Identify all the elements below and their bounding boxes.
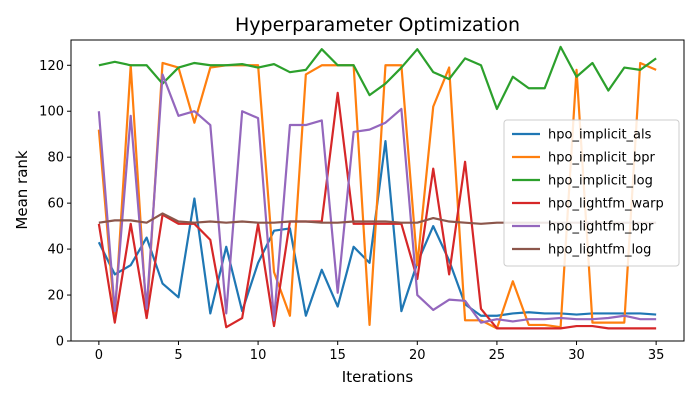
series-line-hpo_implicit_bpr bbox=[97, 61, 657, 330]
y-tick-label: 40 bbox=[47, 243, 64, 258]
legend-label-hpo_lightfm_bpr: hpo_lightfm_bpr bbox=[548, 220, 654, 235]
legend-label-hpo_lightfm_warp: hpo_lightfm_warp bbox=[548, 197, 664, 212]
legend: hpo_implicit_als hpo_implicit_bpr hpo_impl… bbox=[503, 119, 680, 267]
x-tick-label: 5 bbox=[174, 348, 182, 363]
legend-label-hpo_implicit_bpr: hpo_implicit_bpr bbox=[548, 151, 656, 166]
x-tick-label: 25 bbox=[489, 348, 506, 363]
x-axis: 0 5 10 15 20 25 30 35 bbox=[95, 341, 665, 363]
chart-title: Hyperparameter Optimization bbox=[235, 14, 520, 36]
x-tick-label: 30 bbox=[568, 348, 585, 363]
legend-label-hpo_implicit_log: hpo_implicit_log bbox=[548, 174, 653, 189]
series-line-hpo_lightfm_bpr bbox=[97, 73, 657, 324]
x-tick-label: 15 bbox=[329, 348, 346, 363]
series-line-hpo_implicit_log bbox=[98, 45, 657, 111]
y-tick-label: 120 bbox=[39, 59, 64, 74]
series-line-hpo_lightfm_warp bbox=[97, 91, 657, 330]
x-tick-label: 20 bbox=[409, 348, 426, 363]
legend-box bbox=[503, 119, 680, 267]
legend-label-hpo_lightfm_log: hpo_lightfm_log bbox=[548, 243, 651, 258]
y-axis-label: Mean rank bbox=[13, 150, 31, 230]
y-tick-label: 100 bbox=[39, 105, 64, 120]
x-tick-label: 0 bbox=[95, 348, 103, 363]
x-tick-label: 10 bbox=[250, 348, 267, 363]
plot-frame bbox=[70, 39, 685, 342]
x-tick-label: 35 bbox=[648, 348, 665, 363]
y-tick-label: 0 bbox=[56, 335, 64, 350]
y-tick-label: 80 bbox=[47, 151, 64, 166]
x-axis-label: Iterations bbox=[342, 368, 414, 386]
legend-label-hpo_implicit_als: hpo_implicit_als bbox=[548, 128, 652, 143]
y-tick-label: 20 bbox=[47, 289, 64, 304]
y-axis: 0 20 40 60 80 100 120 bbox=[39, 59, 71, 350]
y-tick-label: 60 bbox=[47, 197, 64, 212]
